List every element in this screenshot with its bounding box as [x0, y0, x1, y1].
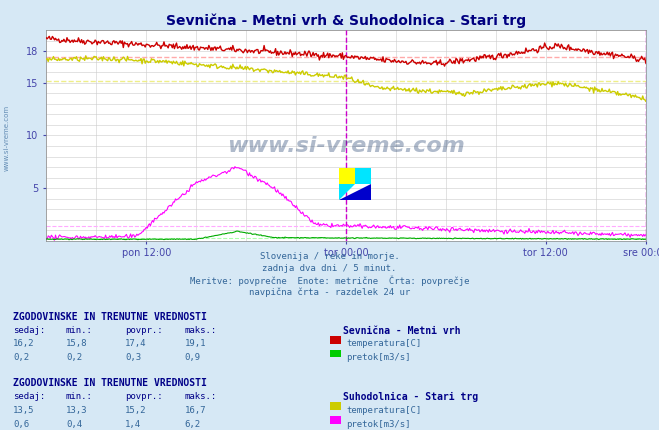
- Text: ZGODOVINSKE IN TRENUTNE VREDNOSTI: ZGODOVINSKE IN TRENUTNE VREDNOSTI: [13, 312, 207, 322]
- Text: min.:: min.:: [66, 392, 93, 401]
- Title: Sevnična - Metni vrh & Suhodolnica - Stari trg: Sevnična - Metni vrh & Suhodolnica - Sta…: [166, 13, 526, 28]
- Polygon shape: [339, 184, 355, 200]
- Text: maks.:: maks.:: [185, 392, 217, 401]
- Text: 1,4: 1,4: [125, 420, 141, 429]
- Text: 15,8: 15,8: [66, 339, 88, 348]
- Text: 0,3: 0,3: [125, 353, 141, 362]
- Text: 0,2: 0,2: [13, 353, 29, 362]
- Text: 6,2: 6,2: [185, 420, 200, 429]
- Text: navpična črta - razdelek 24 ur: navpična črta - razdelek 24 ur: [249, 288, 410, 297]
- Text: 0,9: 0,9: [185, 353, 200, 362]
- Text: 15,2: 15,2: [125, 406, 147, 415]
- Text: 0,2: 0,2: [66, 353, 82, 362]
- Text: ZGODOVINSKE IN TRENUTNE VREDNOSTI: ZGODOVINSKE IN TRENUTNE VREDNOSTI: [13, 378, 207, 388]
- Text: 17,4: 17,4: [125, 339, 147, 348]
- Bar: [355, 168, 371, 184]
- Text: min.:: min.:: [66, 326, 93, 335]
- Text: Meritve: povprečne  Enote: metrične  Črta: povprečje: Meritve: povprečne Enote: metrične Črta:…: [190, 276, 469, 286]
- Text: Suhodolnica - Stari trg: Suhodolnica - Stari trg: [343, 392, 478, 402]
- Text: www.si-vreme.com: www.si-vreme.com: [3, 104, 9, 171]
- Text: zadnja dva dni / 5 minut.: zadnja dva dni / 5 minut.: [262, 264, 397, 273]
- Text: 13,3: 13,3: [66, 406, 88, 415]
- Text: povpr.:: povpr.:: [125, 392, 163, 401]
- Text: pretok[m3/s]: pretok[m3/s]: [346, 420, 411, 429]
- Text: temperatura[C]: temperatura[C]: [346, 339, 421, 348]
- Text: sedaj:: sedaj:: [13, 392, 45, 401]
- Text: 0,6: 0,6: [13, 420, 29, 429]
- Text: 19,1: 19,1: [185, 339, 206, 348]
- Polygon shape: [339, 184, 371, 200]
- Text: Sevnična - Metni vrh: Sevnična - Metni vrh: [343, 326, 460, 335]
- Text: povpr.:: povpr.:: [125, 326, 163, 335]
- Text: 16,2: 16,2: [13, 339, 35, 348]
- Bar: [330, 402, 341, 410]
- Text: 16,7: 16,7: [185, 406, 206, 415]
- Bar: [339, 168, 355, 184]
- Bar: [330, 336, 341, 344]
- Text: 0,4: 0,4: [66, 420, 82, 429]
- Text: 13,5: 13,5: [13, 406, 35, 415]
- Bar: [330, 416, 341, 424]
- Bar: [330, 350, 341, 357]
- Text: Slovenija / reke in morje.: Slovenija / reke in morje.: [260, 252, 399, 261]
- Text: temperatura[C]: temperatura[C]: [346, 406, 421, 415]
- Text: maks.:: maks.:: [185, 326, 217, 335]
- Text: pretok[m3/s]: pretok[m3/s]: [346, 353, 411, 362]
- Text: sedaj:: sedaj:: [13, 326, 45, 335]
- Text: www.si-vreme.com: www.si-vreme.com: [227, 136, 465, 156]
